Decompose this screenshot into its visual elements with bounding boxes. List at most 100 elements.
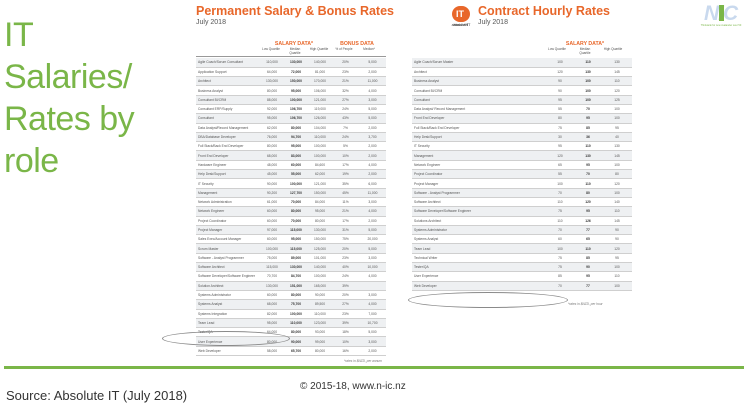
rate-cell: 90 bbox=[602, 234, 632, 245]
logo-label: absoluteIT bbox=[451, 23, 469, 27]
rate-cell: 104,000 bbox=[308, 123, 332, 133]
role-name: Full Stack/Back End Developer bbox=[412, 123, 546, 133]
rate-cell: 126,000 bbox=[308, 113, 332, 124]
highlight-tester-qa bbox=[162, 331, 290, 346]
rate-cell: 140,000 bbox=[308, 262, 332, 273]
rate-cell: 95 bbox=[546, 95, 574, 106]
role-name: DBA/Database Developer bbox=[196, 132, 260, 143]
rate-cell: 65 bbox=[546, 160, 574, 171]
rate-cell: 5,000 bbox=[359, 327, 386, 338]
rate-cell: 80,000 bbox=[308, 346, 332, 357]
contract-row: Business Analyst 90 100 110 bbox=[412, 76, 632, 87]
role-name: Solutions Architect bbox=[412, 216, 546, 226]
rate-cell: 2,000 bbox=[359, 216, 386, 226]
rate-cell: 39% bbox=[332, 318, 359, 329]
role-name: IT Security bbox=[412, 141, 546, 152]
slide-title: IT Salaries/ Rates by role bbox=[4, 16, 135, 180]
rate-cell: 100,000 bbox=[260, 243, 284, 254]
permanent-row: Help Desk/Support 45,000 55,000 62,000 19% 2,… bbox=[196, 169, 386, 180]
rate-cell: 70,700 bbox=[260, 271, 284, 282]
rate-cell: 4,000 bbox=[359, 271, 386, 282]
rate-cell: 10,700 bbox=[359, 318, 386, 329]
rate-cell: 85 bbox=[574, 123, 602, 133]
role-name: Technical Writer bbox=[412, 253, 546, 264]
permanent-row: Web Developer 58,000 65,700 80,000 16% 2,000 bbox=[196, 346, 386, 357]
role-name: Software - Analyst Programmer bbox=[412, 188, 546, 198]
role-name: Front End Developer bbox=[412, 113, 546, 124]
contract-row: Software - Analyst Programmer 70 80 100 bbox=[412, 188, 632, 198]
rate-cell: 84,700 bbox=[284, 271, 308, 282]
rate-cell: 62,000 bbox=[308, 169, 332, 180]
rate-cell: 2,000 bbox=[359, 346, 386, 357]
rate-cell: 7% bbox=[332, 123, 359, 133]
rate-cell: 126 bbox=[574, 216, 602, 226]
rate-cell: 115,000 bbox=[260, 262, 284, 273]
rate-cell: 18% bbox=[332, 327, 359, 338]
rate-cell: 80,000 bbox=[284, 123, 308, 133]
rate-cell: 36 bbox=[574, 132, 602, 143]
rate-cell: 3,000 bbox=[359, 336, 386, 347]
contract-row: Data Analyst/ Record Management 55 70 100 bbox=[412, 104, 632, 115]
permanent-row: Application Support 64,000 72,000 81,000 23%… bbox=[196, 67, 386, 78]
rate-cell: 130,000 bbox=[284, 262, 308, 273]
rate-cell: 65 bbox=[574, 234, 602, 245]
role-name: Software - Analyst Programmer bbox=[196, 253, 260, 264]
rate-cell: 75 bbox=[546, 253, 574, 264]
logo-mark: IT bbox=[452, 6, 468, 22]
rate-cell: 120 bbox=[574, 197, 602, 208]
rate-cell: 127,700 bbox=[284, 188, 308, 198]
contract-col-low: Low Quartile bbox=[548, 47, 566, 51]
rate-cell: 24% bbox=[332, 132, 359, 143]
rate-cell: 27% bbox=[332, 95, 359, 106]
rate-cell: 120 bbox=[602, 85, 632, 96]
rate-cell: 110,000 bbox=[260, 58, 284, 68]
permanent-row: Consultant 95,000 106,700 126,000 43% 5,000 bbox=[196, 113, 386, 124]
rate-cell: 110 bbox=[574, 243, 602, 254]
rate-cell: 20% bbox=[332, 58, 359, 68]
col-median: Median Quartile bbox=[289, 47, 301, 55]
contract-row: Software Developer/Software Engineer 75 95… bbox=[412, 206, 632, 217]
rate-cell: 80 bbox=[574, 188, 602, 198]
contract-row: Technical Writer 75 85 95 bbox=[412, 253, 632, 264]
rate-cell: 5,000 bbox=[359, 225, 386, 236]
permanent-row: Agile Coach/Scrum Consultant 110,000 130,0… bbox=[196, 58, 386, 68]
rate-cell: 100 bbox=[602, 262, 632, 273]
rate-cell: 5,000 bbox=[359, 104, 386, 115]
rate-cell: 94,700 bbox=[284, 132, 308, 143]
rate-cell: 70 bbox=[546, 281, 574, 291]
contract-col-median: Median Quartile bbox=[579, 47, 591, 55]
col-median-bonus: Median* bbox=[363, 47, 375, 51]
role-name: Solution Architect bbox=[196, 281, 260, 291]
role-name: Consultant bbox=[196, 113, 260, 124]
rate-cell: 121,000 bbox=[308, 178, 332, 189]
permanent-row: Business Analyst 80,000 95,000 106,000 32% 4,… bbox=[196, 85, 386, 96]
rate-cell: 20% bbox=[332, 243, 359, 254]
rate-cell: 97,000 bbox=[260, 225, 284, 236]
rate-cell: 110 bbox=[602, 271, 632, 282]
rate-cell: 21% bbox=[332, 76, 359, 87]
rate-cell: 165,000 bbox=[308, 281, 332, 291]
rate-cell: 92,000 bbox=[260, 104, 284, 115]
rate-cell: 3,000 bbox=[359, 95, 386, 106]
role-name: Management bbox=[196, 188, 260, 198]
contract-row: Full Stack/Back End Developer 75 85 95 bbox=[412, 123, 632, 133]
role-name: Project Manager bbox=[412, 178, 546, 189]
rate-cell: 5% bbox=[332, 141, 359, 152]
rate-cell: 106,000 bbox=[308, 85, 332, 96]
rate-cell: 6,000 bbox=[359, 178, 386, 189]
rate-cell: 68,000 bbox=[260, 150, 284, 161]
permanent-row: Systems Integration 82,000 100,000 110,000 2… bbox=[196, 309, 386, 319]
rate-cell: 60 bbox=[546, 234, 574, 245]
col-pct-people: % of People bbox=[335, 47, 353, 51]
permanent-row: DBA/Database Developer 76,000 94,700 110,00… bbox=[196, 132, 386, 143]
rate-cell: 35% bbox=[332, 178, 359, 189]
header-rule bbox=[196, 56, 386, 57]
rate-cell: 32% bbox=[332, 85, 359, 96]
rate-cell: 2,000 bbox=[359, 169, 386, 180]
rate-cell: 80,000 bbox=[284, 206, 308, 217]
copyright: © 2015-18, www.n-ic.nz bbox=[300, 381, 406, 392]
rate-cell: 110 bbox=[546, 216, 574, 226]
rate-cell: 145 bbox=[602, 150, 632, 161]
permanent-row: Project Manager 97,000 115,000 130,000 31% 5,… bbox=[196, 225, 386, 236]
rate-cell: 68,000 bbox=[260, 299, 284, 310]
